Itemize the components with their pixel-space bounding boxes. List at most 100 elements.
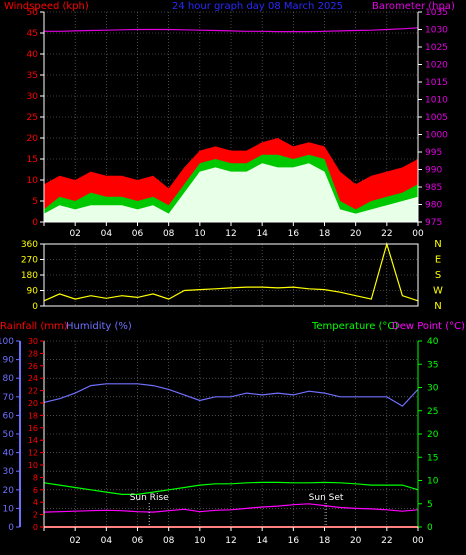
sun-marker-label: Sun Set — [309, 493, 344, 503]
rain-tick-label: 24 — [28, 374, 38, 383]
rain-tick-label: 26 — [28, 362, 38, 371]
temperature-tick-label: 30 — [427, 384, 439, 394]
x-tick-label: 22 — [381, 229, 392, 239]
rain-tick-label: 4 — [33, 498, 38, 507]
compass-label: E — [435, 255, 441, 266]
x-tick-label: 16 — [288, 536, 300, 546]
rain-tick-label: 30 — [28, 337, 38, 346]
barometer-tick-label: 1030 — [425, 26, 448, 36]
humidity-tick-label: 10 — [3, 504, 15, 514]
x-tick-label: 06 — [132, 229, 144, 239]
rain-tick-label: 14 — [28, 436, 38, 445]
wind-series — [44, 27, 419, 222]
windspeed-tick-label: 40 — [27, 50, 39, 60]
windspeed-tick-label: 10 — [27, 176, 39, 186]
x-tick-label: 08 — [163, 536, 175, 546]
rain-tick-label: 12 — [28, 449, 38, 458]
temperature-axes: 0102030405060708090100024681012141618202… — [0, 337, 439, 546]
x-tick-label: 08 — [163, 229, 175, 239]
x-tick-label: 22 — [381, 536, 392, 546]
humidity-tick-label: 40 — [3, 449, 15, 459]
temperature-tick-label: 20 — [427, 430, 439, 440]
windspeed-tick-label: 50 — [27, 8, 39, 18]
humidity-tick-label: 100 — [0, 337, 14, 347]
windspeed-tick-label: 5 — [32, 197, 38, 207]
wind-direction-line — [43, 241, 419, 302]
wind-panel: Windspeed (kph) 24 hour graph day 08 Mar… — [4, 1, 455, 239]
barometer-tick-label: 990 — [425, 166, 442, 176]
direction-series — [43, 241, 419, 302]
temperature-panel: Rainfall (mm) Humidity (%) Temperature (… — [0, 321, 465, 546]
barometer-tick-label: 1025 — [425, 43, 448, 53]
temperature-tick-label: 0 — [427, 523, 433, 533]
barometer-tick-label: 975 — [425, 218, 442, 228]
x-tick-label: 02 — [69, 229, 80, 239]
rain-tick-label: 28 — [28, 349, 38, 358]
wind-axes: 0510152025303540455097598098599099510001… — [27, 8, 449, 239]
temperature-tick-label: 10 — [427, 477, 439, 487]
compass-label: N — [434, 239, 441, 250]
rain-tick-label: 18 — [28, 411, 38, 420]
windspeed-tick-label: 25 — [27, 113, 38, 123]
x-tick-label: 00 — [412, 229, 424, 239]
temperature-line — [43, 481, 419, 495]
barometer-tick-label: 1000 — [425, 131, 448, 141]
barometer-tick-label: 980 — [425, 201, 442, 211]
temperature-tick-label: 35 — [427, 360, 438, 370]
windspeed-tick-label: 35 — [27, 71, 38, 81]
direction-tick-label: 0 — [32, 302, 38, 312]
sun-marker-label: Sun Rise — [130, 493, 169, 503]
x-tick-label: 06 — [132, 536, 144, 546]
x-tick-label: 10 — [194, 229, 206, 239]
rain-tick-label: 6 — [33, 486, 38, 495]
windspeed-tick-label: 30 — [27, 92, 39, 102]
temperature-tick-label: 15 — [427, 453, 438, 463]
dewpoint-legend: Dew Point (°C) — [392, 321, 465, 332]
windspeed-axis-label: Windspeed (kph) — [4, 1, 89, 12]
direction-tick-label: 90 — [27, 287, 39, 297]
barometer-axis-label: Barometer (hpa) — [372, 1, 455, 12]
x-tick-label: 14 — [256, 536, 268, 546]
x-tick-label: 10 — [194, 536, 206, 546]
windspeed-tick-label: 15 — [27, 155, 38, 165]
direction-tick-label: 360 — [21, 240, 38, 250]
barometer-tick-label: 1015 — [425, 78, 448, 88]
humidity-tick-label: 80 — [3, 374, 15, 384]
x-tick-label: 18 — [319, 536, 331, 546]
compass-label: W — [433, 286, 443, 297]
direction-tick-label: 270 — [21, 256, 38, 266]
barometer-tick-label: 1020 — [425, 61, 448, 71]
temperature-legend: Temperature (°C) — [311, 321, 398, 332]
barometer-tick-label: 995 — [425, 148, 442, 158]
x-tick-label: 18 — [319, 229, 331, 239]
rainfall-legend: Rainfall (mm) — [0, 321, 68, 332]
compass-label: N — [434, 301, 441, 312]
temperature-tick-label: 5 — [427, 500, 433, 510]
x-tick-label: 02 — [69, 536, 80, 546]
humidity-tick-label: 30 — [3, 467, 15, 477]
barometer-line — [44, 27, 419, 33]
barometer-tick-label: 1010 — [425, 96, 448, 106]
humidity-tick-label: 70 — [3, 393, 15, 403]
humidity-tick-label: 90 — [3, 356, 15, 366]
x-tick-label: 12 — [225, 229, 236, 239]
barometer-tick-label: 1005 — [425, 113, 448, 123]
rain-tick-label: 16 — [28, 424, 38, 433]
x-tick-label: 16 — [288, 229, 300, 239]
humidity-line — [43, 383, 419, 407]
direction-tick-label: 180 — [21, 271, 38, 281]
rain-tick-label: 22 — [28, 387, 38, 396]
barometer-tick-label: 985 — [425, 183, 442, 193]
windspeed-tick-label: 45 — [27, 29, 38, 39]
x-tick-label: 04 — [101, 229, 113, 239]
x-tick-label: 12 — [225, 536, 236, 546]
barometer-tick-label: 1035 — [425, 8, 448, 18]
rain-tick-label: 10 — [28, 461, 38, 470]
rain-tick-label: 20 — [28, 399, 38, 408]
humidity-tick-label: 0 — [8, 523, 14, 533]
humidity-tick-label: 50 — [3, 430, 15, 440]
x-tick-label: 04 — [101, 536, 113, 546]
